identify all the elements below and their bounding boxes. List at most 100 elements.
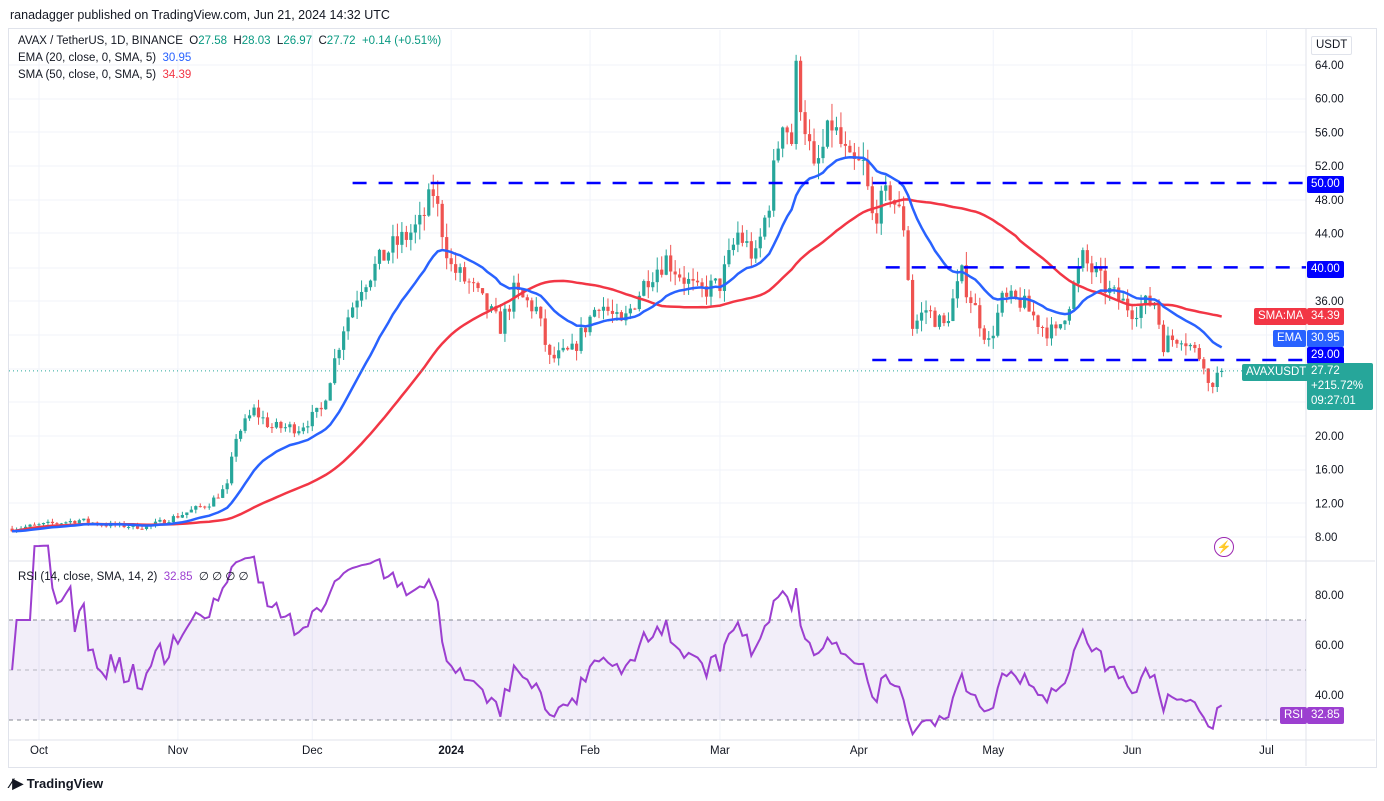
candle-body — [991, 335, 995, 339]
candle-body — [785, 127, 789, 133]
candle-body — [803, 112, 807, 135]
candle-body — [633, 308, 637, 310]
candle-body — [1036, 315, 1040, 327]
chart-frame — [8, 28, 1377, 768]
candle-body — [731, 244, 735, 251]
candle-body — [1009, 290, 1013, 297]
candle-body — [978, 305, 982, 329]
ema-legend[interactable]: EMA (20, close, 0, SMA, 5) 30.95 — [18, 52, 191, 64]
candle-body — [507, 308, 511, 312]
candle-body — [485, 293, 489, 311]
ema-line — [12, 155, 1223, 533]
candle-body — [552, 354, 556, 359]
candle-body — [382, 249, 386, 261]
price-tick-label: 44.00 — [1315, 229, 1344, 241]
candle-body — [969, 297, 973, 304]
candle-body — [64, 522, 68, 524]
candle-body — [955, 281, 959, 299]
candle-body — [557, 350, 561, 359]
candle-body — [41, 522, 46, 525]
candle-body — [328, 383, 332, 401]
open-label: O — [189, 35, 199, 47]
time-tick-label: Nov — [168, 745, 189, 757]
low-value: 26.97 — [283, 35, 313, 47]
candle-body — [189, 509, 193, 513]
candle-body — [1067, 309, 1071, 321]
rsi-na-values: ∅ ∅ ∅ ∅ — [198, 571, 249, 583]
candle-body — [884, 185, 888, 191]
close-value: 27.72 — [326, 35, 356, 47]
candle-body — [664, 255, 668, 275]
candle-body — [1081, 250, 1085, 268]
candle-body — [745, 241, 749, 243]
candle-body — [579, 327, 583, 351]
candle-body — [256, 407, 261, 418]
lightning-icon[interactable]: ⚡ — [1214, 537, 1234, 557]
candle-body — [1206, 368, 1210, 383]
candle-body — [570, 343, 574, 350]
candle-body — [1179, 343, 1183, 345]
candle-body — [888, 185, 892, 201]
candle-body — [624, 313, 628, 321]
candle-body — [642, 281, 646, 296]
tradingview-logo[interactable]: ⁄▶ TradingView — [10, 775, 104, 791]
candle-body — [915, 320, 919, 329]
candle-body — [225, 483, 229, 490]
candle-body — [727, 250, 731, 265]
candle-body — [816, 158, 821, 164]
rsi-tick-label: 60.00 — [1315, 640, 1344, 652]
candle-body — [960, 265, 964, 282]
price-tick-label: 12.00 — [1315, 498, 1344, 510]
candle-body — [180, 514, 184, 518]
ema-value: 30.95 — [162, 52, 192, 64]
candle-body — [821, 146, 825, 159]
candle-body — [534, 306, 538, 312]
sma-price-label: 34.39 — [1307, 308, 1344, 325]
candle-body — [543, 318, 547, 345]
last-price: 27.72 — [1311, 365, 1340, 377]
sma-title: SMA (50, close, 0, SMA, 5) — [18, 69, 157, 81]
candle-body — [243, 418, 247, 431]
candle-body — [982, 328, 986, 340]
candle-body — [1054, 324, 1058, 329]
sma-legend[interactable]: SMA (50, close, 0, SMA, 5) 34.39 — [18, 69, 191, 81]
candle-body — [776, 148, 780, 161]
candle-body — [82, 518, 86, 521]
candle-body — [946, 320, 951, 324]
candle-body — [171, 516, 175, 523]
last-price-label: 27.72 +215.72% 09:27:01 — [1307, 363, 1373, 410]
candle-body — [59, 523, 63, 525]
candle-body — [32, 524, 37, 526]
candle-body — [1058, 324, 1063, 329]
candle-body — [1130, 310, 1134, 320]
time-tick-label: Oct — [30, 745, 49, 757]
candle-body — [1193, 344, 1197, 349]
candle-body — [337, 349, 341, 359]
candle-body — [1166, 335, 1170, 353]
candle-body — [315, 407, 319, 412]
time-tick-label: Feb — [580, 745, 600, 757]
candle-body — [964, 265, 968, 298]
candle-body — [740, 232, 744, 243]
candle-body — [333, 358, 337, 384]
candle-body — [539, 306, 543, 319]
time-tick-label: Dec — [302, 745, 323, 757]
candle-body — [1135, 317, 1139, 320]
ema-price-label: 30.95 — [1307, 330, 1344, 347]
candle-body — [342, 331, 346, 350]
candle-body — [1188, 344, 1192, 347]
price-tick-label: 64.00 — [1315, 60, 1344, 72]
candle-body — [1220, 370, 1224, 373]
time-tick-label: Mar — [710, 745, 730, 757]
currency-button[interactable]: USDT — [1311, 36, 1353, 55]
candle-body — [637, 295, 641, 310]
rsi-tag: RSI — [1280, 707, 1308, 724]
candle-body — [355, 300, 359, 308]
candle-body — [203, 506, 207, 508]
rsi-legend[interactable]: RSI (14, close, SMA, 14, 2) 32.85 ∅ ∅ ∅ … — [18, 569, 249, 583]
price-tick-label: 16.00 — [1315, 465, 1344, 477]
candle-body — [498, 311, 503, 334]
low-label: L — [276, 35, 284, 47]
candle-body — [1161, 324, 1166, 353]
